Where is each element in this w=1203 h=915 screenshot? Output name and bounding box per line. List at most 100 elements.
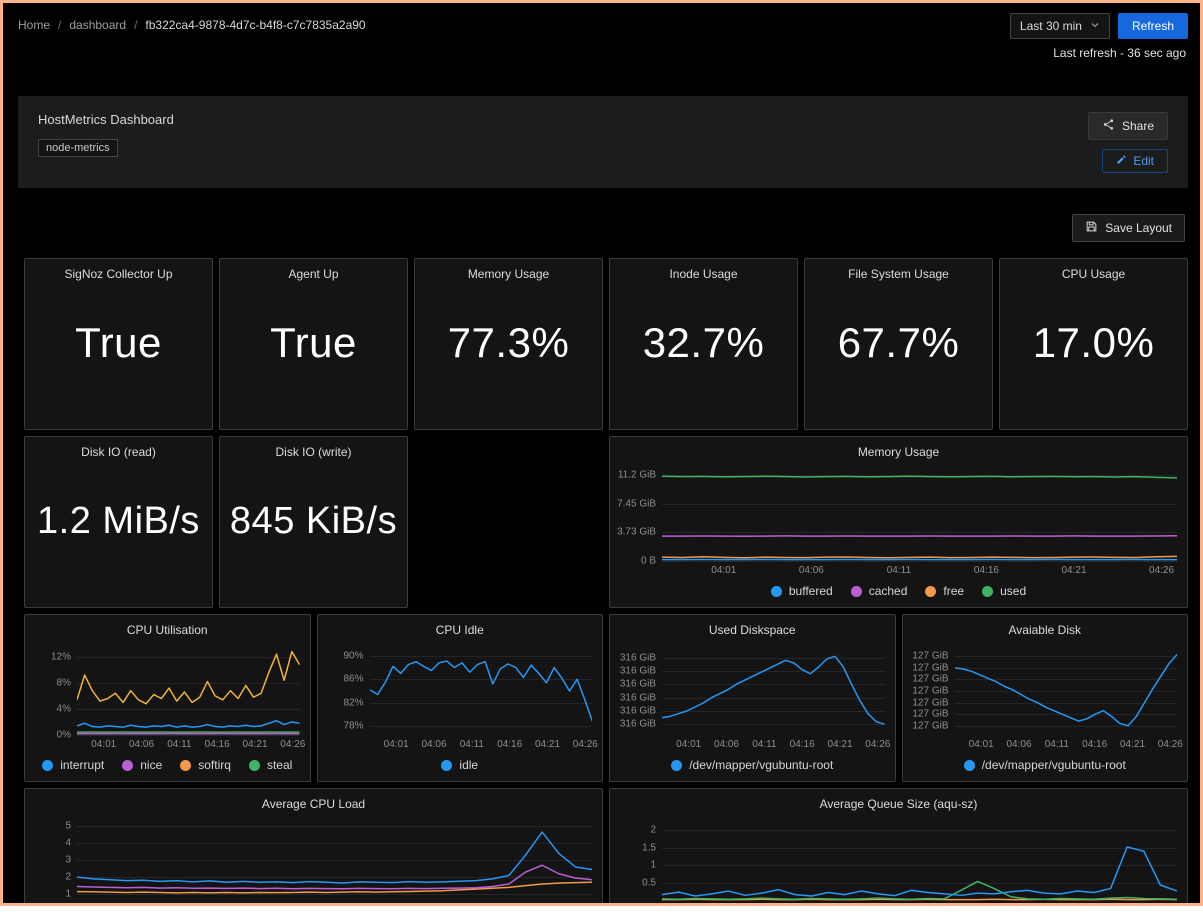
y-axis-label: 0.5: [642, 877, 656, 889]
plot-area: [77, 647, 300, 736]
y-axis-label: 127 GiB: [912, 720, 949, 732]
legend-item[interactable]: free: [925, 584, 964, 598]
x-axis-label: 04:26: [572, 739, 598, 750]
legend-item[interactable]: /dev/mapper/vgubuntu-root: [671, 758, 833, 772]
breadcrumb-separator: /: [134, 18, 138, 32]
panel-signoz-collector-up: SigNoz Collector Up True: [24, 258, 213, 430]
y-axis: 316 GiB 316 GiB 316 GiB 316 GiB 316 GiB 316 G…: [614, 647, 662, 735]
panel-title: Agent Up: [288, 267, 339, 281]
stat-value: 67.7%: [837, 319, 960, 366]
line-chart: [662, 821, 1177, 901]
topbar-controls: Last 30 min Refresh Last refresh - 36 se…: [1009, 13, 1188, 60]
y-axis-label: 316 GiB: [619, 718, 656, 730]
y-axis-label: 0 B: [640, 555, 656, 567]
legend-item[interactable]: cached: [850, 584, 907, 598]
series-cached: [662, 536, 1177, 537]
plot-area: [77, 821, 592, 901]
line-chart: [370, 647, 593, 735]
stat-value: True: [270, 319, 357, 366]
chart-legend: idle: [318, 753, 603, 781]
legend-item[interactable]: nice: [122, 758, 162, 772]
top-bar: Home / dashboard / fb322ca4-9878-4d7c-b4…: [3, 3, 1200, 60]
panel-title: CPU Utilisation: [126, 623, 208, 637]
gridline: [662, 724, 885, 726]
share-icon: [1102, 118, 1115, 134]
legend-item[interactable]: steal: [248, 758, 293, 772]
edit-button[interactable]: Edit: [1102, 149, 1168, 173]
x-axis: 04:01 04:06 04:11 04:16 04:21 04:26: [77, 737, 305, 753]
legend-dot: [248, 759, 260, 771]
legend-label: interrupt: [60, 758, 105, 772]
stat-value: True: [75, 319, 162, 366]
legend-item[interactable]: used: [982, 584, 1026, 598]
panel-disk-io-write: Disk IO (write) 845 KiB/s: [219, 436, 408, 608]
x-axis-label: 04:06: [129, 739, 155, 750]
y-axis-label: 316 GiB: [619, 652, 656, 664]
panel-title: Inode Usage: [669, 267, 738, 281]
stat-value: 1.2 MiB/s: [37, 499, 200, 542]
share-button[interactable]: Share: [1087, 112, 1168, 140]
gridline: [954, 656, 1177, 658]
y-axis-label: 127 GiB: [912, 685, 949, 697]
gridline: [662, 475, 1177, 477]
gridline: [77, 894, 592, 896]
refresh-button[interactable]: Refresh: [1117, 13, 1188, 39]
y-axis-label: 1: [650, 859, 656, 871]
legend-item[interactable]: buffered: [770, 584, 833, 598]
plot-area: [954, 647, 1178, 735]
chart-area: 0% 4% 8% 12%: [25, 639, 310, 741]
x-axis: 04:01 04:06 04:11 04:16 04:21 04:26: [955, 737, 1183, 753]
dashboard-header: HostMetrics Dashboard node-metrics Share…: [18, 96, 1188, 188]
breadcrumb-home[interactable]: Home: [18, 18, 51, 32]
breadcrumb-dashboard[interactable]: dashboard: [69, 18, 127, 32]
y-axis-label: 3: [65, 854, 71, 866]
x-axis-label: 04:01: [711, 565, 737, 576]
x-axis-label: 04:16: [1082, 739, 1108, 750]
plot-area: [369, 647, 593, 735]
y-axis-label: 90%: [343, 650, 364, 662]
y-axis-label: 82%: [343, 697, 364, 709]
series-series_orange: [77, 882, 592, 893]
grid-row-2: Disk IO (read) 1.2 MiB/s Disk IO (write)…: [24, 436, 1188, 608]
x-axis-label: 04:16: [204, 739, 230, 750]
x-axis-label: 04:11: [752, 739, 777, 750]
y-axis: 1 2 3 4 5: [29, 821, 77, 901]
legend-item[interactable]: /dev/mapper/vgubuntu-root: [963, 758, 1126, 772]
series-free: [662, 556, 1177, 557]
series-/dev/mapper/vgubuntu-root: [955, 654, 1178, 726]
y-axis: 127 GiB 127 GiB 127 GiB 127 GiB 127 GiB 127 G…: [907, 647, 955, 735]
gridline: [77, 877, 592, 879]
panel-average-queue-size-chart: Average Queue Size (aqu-sz) 0.5 1 1.5 2: [609, 788, 1188, 903]
y-axis-label: 78%: [343, 720, 364, 732]
x-axis-label: 04:26: [280, 739, 306, 750]
legend-item[interactable]: interrupt: [42, 758, 104, 772]
panel-title: Disk IO (write): [275, 445, 352, 459]
gridline: [954, 691, 1177, 692]
gridline: [369, 655, 592, 657]
x-axis-label: 04:01: [968, 739, 994, 750]
line-chart: [77, 647, 300, 735]
panel-title: SigNoz Collector Up: [64, 267, 173, 281]
legend-dot: [180, 759, 192, 771]
legend-label: steal: [266, 758, 293, 772]
plot-area: [662, 647, 885, 735]
legend-dot: [122, 759, 134, 771]
y-axis-label: 127 GiB: [912, 673, 949, 685]
x-axis: 04:01 04:06 04:11 04:16 04:21 04:26: [370, 737, 598, 753]
gridline: [77, 843, 592, 845]
gridline: [662, 883, 1177, 885]
gridline: [954, 702, 1177, 704]
panel-memory-usage-chart: Memory Usage 0 B 3.73 GiB 7.45 GiB 11.2 GiB…: [609, 436, 1188, 608]
panel-title: Disk IO (read): [81, 445, 156, 459]
save-layout-button[interactable]: Save Layout: [1072, 214, 1185, 242]
legend-item[interactable]: softirq: [180, 758, 231, 772]
time-range-select[interactable]: Last 30 min: [1009, 13, 1110, 39]
y-axis: 0.5 1 1.5 2: [614, 821, 662, 901]
x-axis-label: 04:01: [383, 739, 409, 750]
panel-cpu-utilisation-chart: CPU Utilisation 0% 4% 8% 12% 04:01 04:06 04:1…: [24, 614, 311, 782]
panel-used-diskspace-chart: Used Diskspace 316 GiB 316 GiB 316 GiB 316 …: [609, 614, 896, 782]
panel-cpu-idle-chart: CPU Idle 78% 82% 86% 90% 04:01 04:06 04:11 04:…: [316, 614, 603, 782]
legend-item[interactable]: idle: [441, 758, 478, 772]
panel-title: CPU Usage: [1061, 267, 1126, 281]
gridline: [954, 679, 1177, 681]
